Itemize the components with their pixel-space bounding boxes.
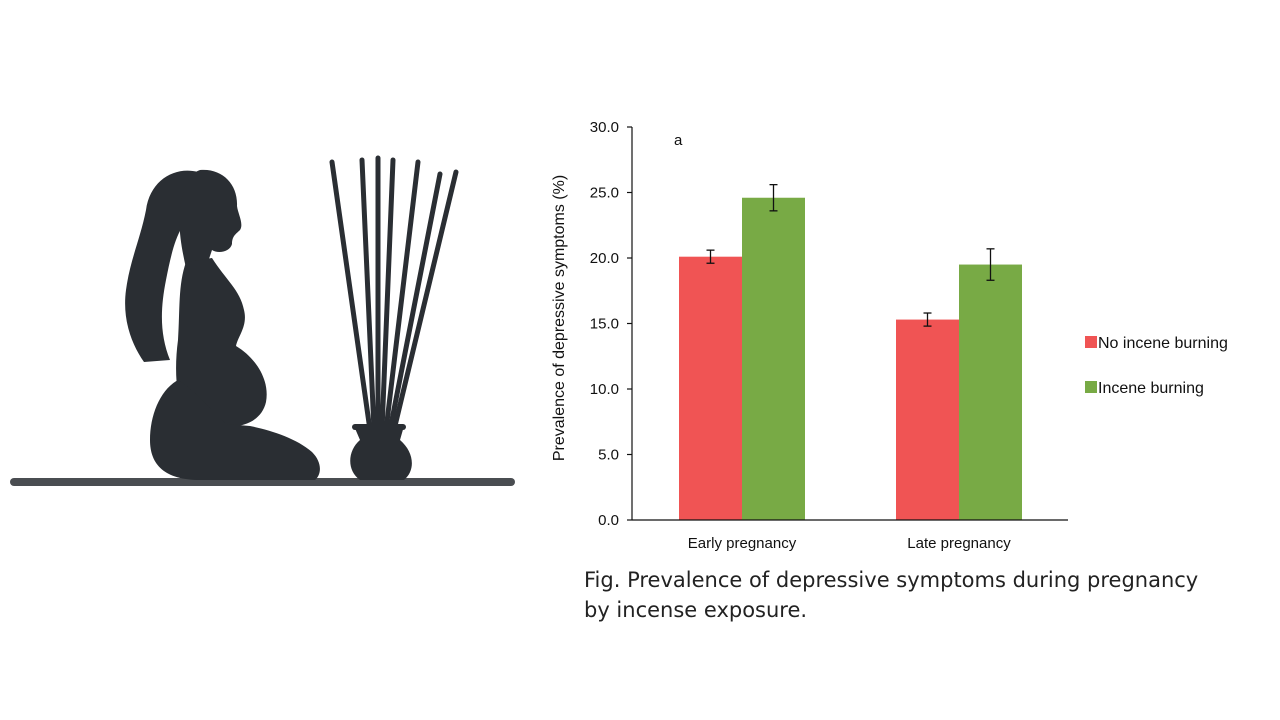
y-tick-label: 25.0 — [590, 185, 619, 202]
bar — [742, 197, 805, 520]
y-tick-label: 15.0 — [590, 316, 619, 333]
y-tick-label: 30.0 — [590, 119, 619, 136]
legend-swatch — [1085, 336, 1097, 348]
illustration — [10, 155, 515, 486]
y-tick-label: 5.0 — [598, 447, 619, 464]
panel-label: a — [674, 132, 683, 149]
caption-line-1: Fig. Prevalence of depressive symptoms d… — [584, 568, 1199, 592]
y-tick-label: 10.0 — [590, 381, 619, 398]
y-axis-label: Prevalence of depressive symptoms (%) — [551, 175, 568, 461]
bar — [896, 319, 959, 520]
bar — [679, 256, 742, 520]
bars — [679, 197, 1022, 520]
legend: No incene burning Incene burning — [1085, 335, 1228, 397]
x-tick-label: Late pregnancy — [907, 535, 1011, 552]
y-axis: 0.0 5.0 10.0 15.0 20.0 25.0 30.0 — [590, 119, 633, 529]
x-axis: Early pregnancy Late pregnancy — [632, 519, 1068, 552]
error-bars — [706, 183, 995, 327]
caption-line-2: by incense exposure. — [584, 598, 808, 622]
legend-label: No incene burning — [1098, 335, 1228, 352]
bar — [959, 264, 1022, 520]
y-tick-label: 0.0 — [598, 512, 619, 529]
x-tick-label: Early pregnancy — [688, 535, 797, 552]
y-tick-label: 20.0 — [590, 250, 619, 267]
incense-sticks-pot-icon — [329, 155, 459, 480]
bar-chart: 0.0 5.0 10.0 15.0 20.0 25.0 30.0 Early pregnan… — [551, 119, 1228, 552]
legend-swatch — [1085, 381, 1097, 393]
pregnant-woman-silhouette-icon — [125, 169, 320, 480]
legend-label: Incene burning — [1098, 380, 1204, 397]
figure-caption: Fig. Prevalence of depressive symptoms d… — [584, 565, 1244, 625]
